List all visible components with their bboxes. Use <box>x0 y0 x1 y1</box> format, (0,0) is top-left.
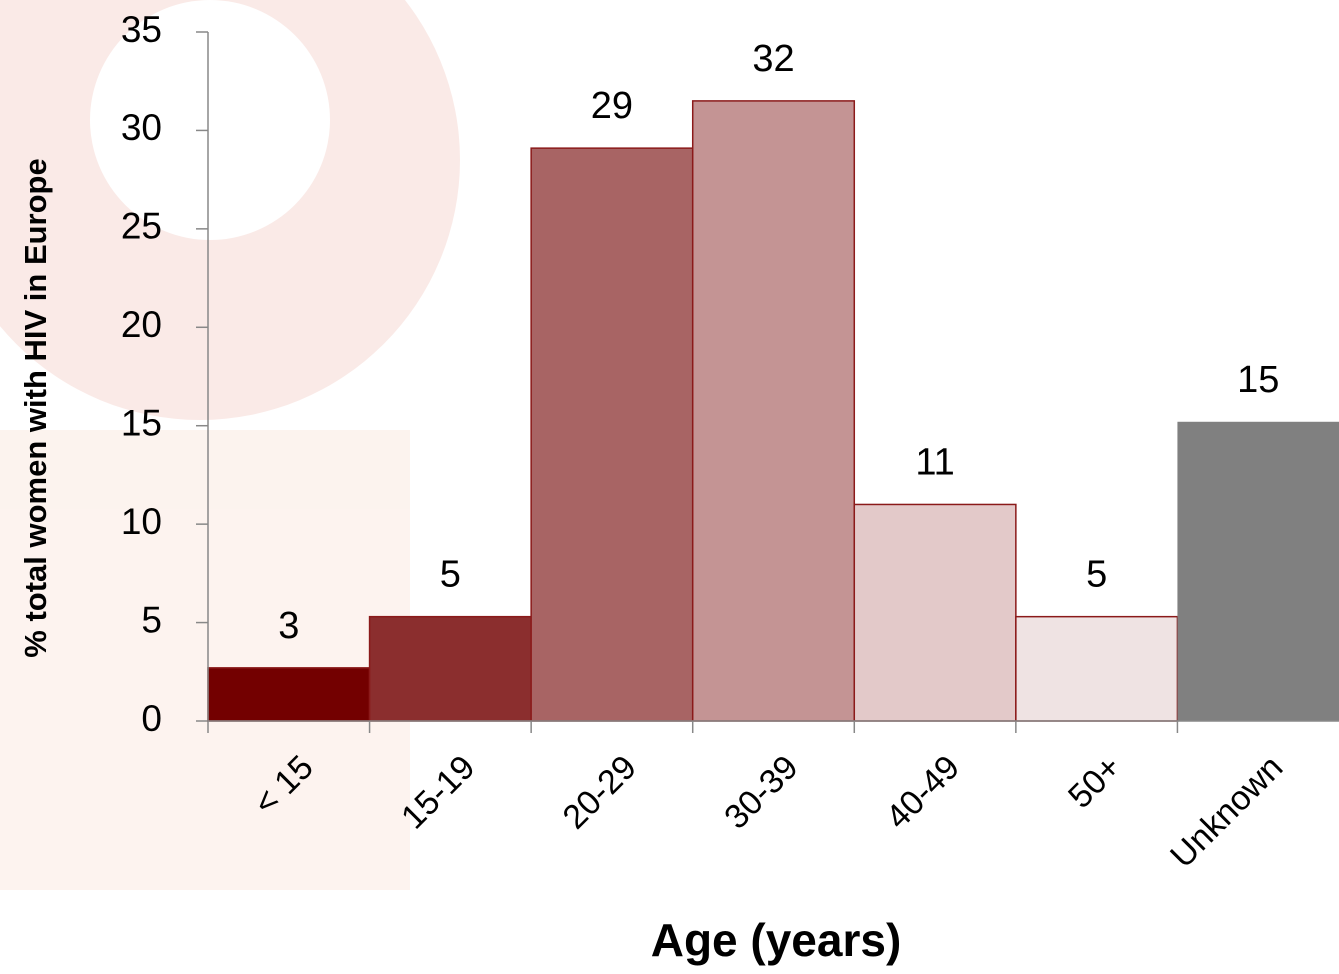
y-tick-label: 25 <box>121 206 162 247</box>
x-axis-title: Age (years) <box>651 914 902 966</box>
bar <box>530 147 694 722</box>
value-label: 5 <box>440 554 461 596</box>
bar <box>207 667 371 722</box>
value-label: 15 <box>1237 359 1279 401</box>
y-axis-title: % total women with HIV in Europe <box>18 158 53 657</box>
value-label: 11 <box>915 441 954 483</box>
bar <box>1015 615 1179 722</box>
bar <box>368 615 532 722</box>
value-label: 29 <box>591 85 633 127</box>
value-label: 3 <box>278 605 299 647</box>
y-tick-label: 30 <box>121 107 162 148</box>
background-decoration <box>0 0 460 890</box>
y-tick-label: 15 <box>121 402 162 443</box>
value-label: 32 <box>752 38 794 80</box>
x-tick-label: Unknown <box>1163 748 1290 875</box>
bar <box>1177 421 1339 721</box>
bar <box>853 503 1017 722</box>
x-tick-label: 30-39 <box>717 748 805 836</box>
y-tick-label: 10 <box>121 501 162 542</box>
x-tick-label: 50+ <box>1061 748 1129 816</box>
value-label: 5 <box>1086 554 1107 596</box>
decoration <box>90 0 330 240</box>
y-tick-label: 20 <box>121 304 162 345</box>
y-tick-label: 0 <box>141 698 162 739</box>
x-tick-label: 40-49 <box>879 748 967 836</box>
bar <box>691 100 856 722</box>
x-tick-label: 20-29 <box>556 748 644 836</box>
y-tick-label: 35 <box>121 9 162 50</box>
decoration <box>0 430 410 890</box>
y-tick-label: 5 <box>141 599 162 640</box>
